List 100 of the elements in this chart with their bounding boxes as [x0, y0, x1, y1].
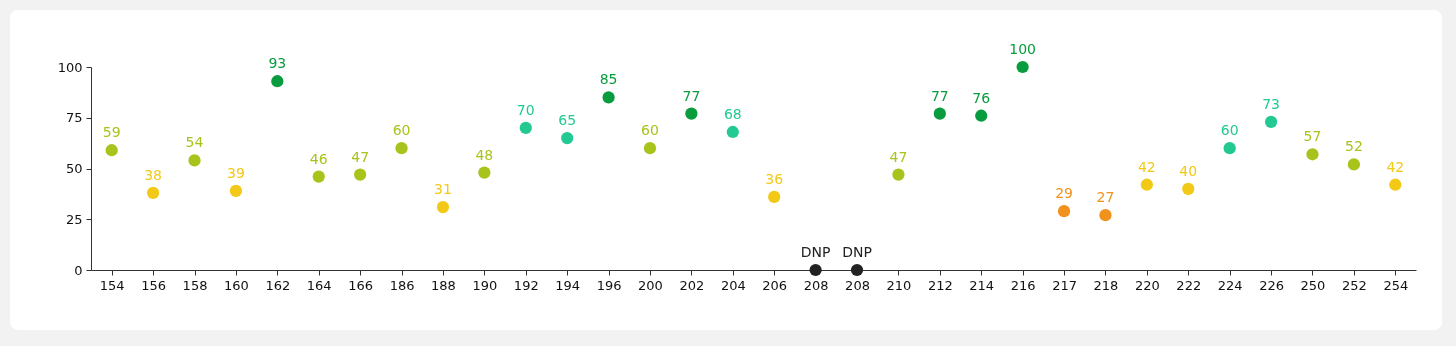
data-label: 52 — [1344, 138, 1363, 155]
x-tick-label: 252 — [1341, 277, 1367, 293]
point — [768, 190, 781, 204]
x-tick-label: 158 — [182, 277, 208, 293]
x-tick-label: 206 — [762, 277, 788, 293]
data-label: 65 — [558, 112, 577, 129]
x-tick-label: 190 — [472, 277, 498, 293]
point — [602, 91, 615, 104]
x-tick-label: 160 — [224, 277, 249, 293]
data-label: 40 — [1179, 162, 1198, 179]
x-tick-label: 212 — [927, 277, 953, 293]
point — [312, 170, 325, 183]
y-tick-label: 50 — [65, 161, 83, 176]
point — [105, 144, 118, 157]
x-tick-label: 162 — [265, 277, 291, 293]
x-tick-label: 200 — [638, 277, 663, 293]
data-label: 29 — [1055, 185, 1073, 202]
data-label: 46 — [309, 150, 328, 167]
data-label: 77 — [682, 87, 701, 104]
x-tick-label: 250 — [1300, 277, 1326, 293]
point — [850, 263, 864, 277]
x-tick-label: 226 — [1259, 277, 1284, 293]
data-label: 47 — [889, 148, 908, 165]
point — [1347, 158, 1361, 171]
x-tick-label: 214 — [969, 277, 995, 293]
data-label: 57 — [1303, 128, 1322, 145]
point — [188, 154, 201, 167]
y-tick-label: 25 — [65, 211, 83, 227]
point — [395, 142, 408, 155]
y-tick-label: 75 — [65, 110, 83, 126]
x-tick-label: 216 — [1010, 277, 1036, 293]
x-tick-label: 217 — [1052, 277, 1077, 293]
data-label: 100 — [1009, 41, 1037, 57]
data-label: 59 — [102, 124, 121, 141]
x-tick-label: 208 — [803, 277, 829, 293]
point — [643, 142, 657, 155]
data-label: 38 — [144, 166, 163, 183]
data-label: 47 — [351, 148, 370, 165]
data-label: 77 — [930, 87, 949, 104]
data-label: 48 — [475, 146, 494, 163]
point — [1264, 115, 1278, 128]
data-label: 68 — [723, 105, 742, 122]
point — [436, 200, 450, 214]
point — [271, 75, 284, 88]
data-label: 60 — [1220, 122, 1239, 139]
data-label: DNP — [800, 244, 831, 260]
x-tick-label: 224 — [1217, 277, 1243, 293]
data-label: 27 — [1096, 189, 1115, 206]
x-tick-label: 164 — [306, 277, 332, 293]
data-label: 54 — [185, 134, 204, 151]
point — [685, 107, 698, 120]
x-tick-label: 188 — [431, 277, 456, 293]
point — [975, 109, 988, 122]
point — [726, 125, 739, 139]
point — [1389, 178, 1402, 191]
point — [519, 121, 532, 135]
x-tick-label: 220 — [1134, 277, 1160, 293]
data-label: 73 — [1262, 95, 1280, 112]
point — [1306, 148, 1319, 161]
x-tick-label: 154 — [99, 277, 125, 293]
x-tick-label: 194 — [555, 277, 581, 293]
point — [1182, 182, 1195, 195]
data-label: 93 — [268, 55, 287, 72]
point — [354, 168, 367, 181]
x-tick-label: 156 — [141, 277, 167, 293]
data-label: 60 — [392, 122, 411, 139]
y-tick-label: 100 — [57, 59, 83, 75]
point — [1223, 142, 1236, 155]
x-tick-label: 204 — [720, 277, 746, 293]
point — [1099, 209, 1112, 222]
point — [933, 107, 946, 120]
data-label: 31 — [434, 181, 452, 198]
point — [229, 184, 243, 197]
point — [892, 168, 905, 181]
data-label: 36 — [765, 170, 784, 187]
data-label: 42 — [1386, 158, 1405, 175]
x-tick-label: 166 — [348, 277, 374, 293]
point — [146, 186, 160, 199]
y-tick-label: 0 — [74, 262, 83, 278]
x-tick-label: 254 — [1383, 277, 1409, 293]
x-tick-label: 210 — [886, 277, 912, 293]
point — [561, 131, 574, 145]
x-tick-label: 186 — [389, 277, 415, 293]
data-label: 70 — [516, 101, 535, 118]
x-tick-label: 196 — [596, 277, 622, 293]
x-tick-label: 222 — [1176, 277, 1202, 293]
x-tick-label: 208 — [845, 277, 870, 293]
point — [1140, 178, 1153, 191]
point — [478, 166, 491, 179]
data-label: 85 — [599, 71, 618, 88]
data-label: 42 — [1137, 158, 1156, 175]
x-tick-label: 218 — [1093, 277, 1119, 293]
data-label: DNP — [842, 244, 872, 260]
point — [1057, 205, 1071, 218]
data-label: 39 — [227, 164, 245, 181]
data-label: 76 — [972, 89, 991, 106]
point — [809, 263, 822, 277]
point — [1016, 60, 1029, 74]
x-tick-label: 202 — [679, 277, 705, 293]
x-tick-label: 192 — [513, 277, 539, 293]
